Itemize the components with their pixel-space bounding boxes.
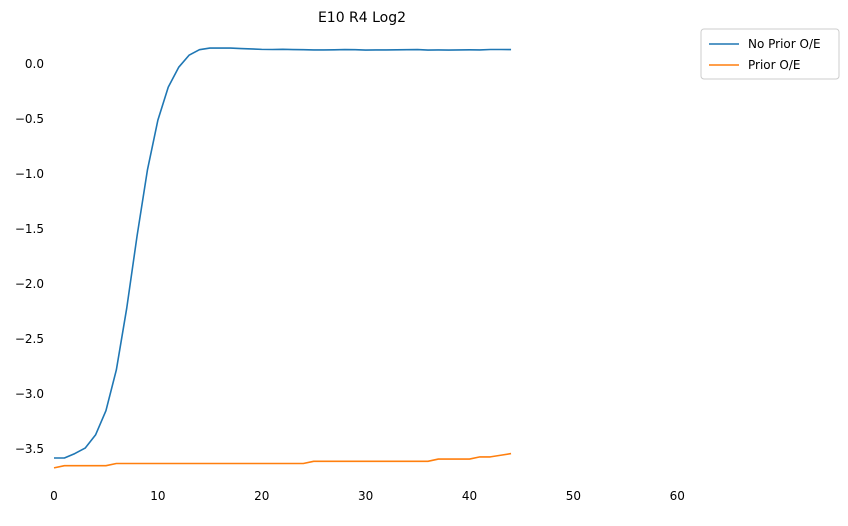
y-tick-label: 0.0 — [25, 57, 44, 71]
series-line-prior — [53, 452, 512, 469]
y-tick-label: −0.5 — [15, 112, 44, 126]
y-tick-label: −3.0 — [15, 387, 44, 401]
y-axis-ticks: 0.0 −0.5 −1.0 −1.5 −2.0 −2.5 −3.0 −3.5 — [15, 57, 44, 456]
legend-label-prior: Prior O/E — [748, 58, 800, 72]
y-tick-label: −2.0 — [15, 277, 44, 291]
x-tick-label: 50 — [566, 489, 581, 503]
x-tick-label: 30 — [358, 489, 373, 503]
x-axis-ticks: 0 10 20 30 40 50 60 — [50, 489, 685, 503]
y-tick-label: −2.5 — [15, 332, 44, 346]
x-tick-label: 20 — [254, 489, 269, 503]
legend-label-no-prior: No Prior O/E — [748, 37, 821, 51]
legend: No Prior O/E Prior O/E — [700, 28, 840, 80]
y-tick-label: −1.5 — [15, 222, 44, 236]
x-tick-label: 10 — [150, 489, 165, 503]
x-tick-label: 0 — [50, 489, 58, 503]
y-tick-label: −1.0 — [15, 167, 44, 181]
series-lines — [53, 47, 512, 469]
legend-frame — [700, 28, 840, 80]
chart-title: E10 R4 Log2 — [318, 10, 406, 26]
y-tick-label: −3.5 — [15, 442, 44, 456]
series-line-no-prior — [54, 47, 512, 459]
x-tick-label: 40 — [462, 489, 477, 503]
x-tick-label: 60 — [670, 489, 685, 503]
